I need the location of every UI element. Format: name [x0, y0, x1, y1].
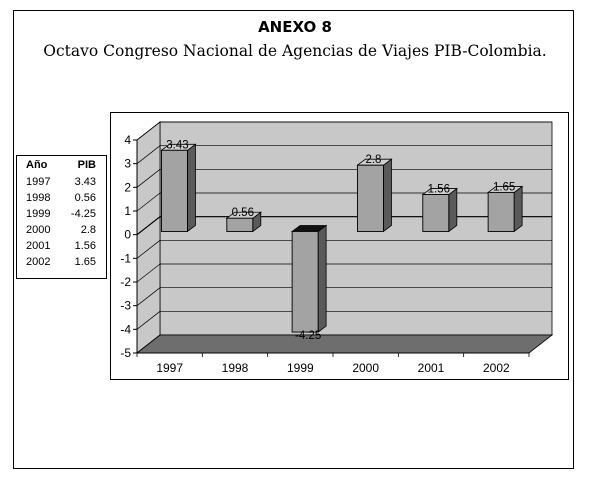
y-tick-label: -3 [120, 299, 131, 313]
bar-side [383, 158, 392, 233]
gridline-side [136, 192, 161, 212]
zero-line-side [136, 216, 161, 236]
bar-side [317, 224, 327, 333]
y-tick-label: 2 [124, 180, 131, 194]
table-cell-pib: 1.56 [74, 240, 96, 252]
table-cell-pib: 3.43 [74, 176, 96, 188]
bar [291, 231, 319, 333]
bar [422, 194, 450, 232]
x-tick-label: 1998 [222, 361, 249, 375]
x-tick-label: 2002 [483, 361, 510, 375]
bar-side [187, 143, 196, 233]
data-label: 3.43 [166, 139, 188, 151]
side-wall [136, 121, 161, 354]
table-cell-year: 1997 [26, 176, 51, 188]
table-cell-year: 2002 [26, 256, 51, 268]
gridline-side [136, 169, 161, 188]
x-tick-label: 2000 [352, 361, 379, 375]
table-cell-year: 1998 [26, 192, 51, 204]
chart-floor [135, 334, 554, 354]
data-label: 2.8 [365, 154, 381, 166]
bar [487, 191, 515, 232]
table-cell-year: 2000 [26, 224, 51, 236]
x-tick-label: 2001 [418, 361, 445, 375]
y-tick-label: 0 [124, 228, 131, 242]
table-row: 2002 1.65 [17, 256, 106, 271]
x-tick-label: 1997 [156, 361, 183, 375]
gridline-side [136, 145, 161, 164]
table-cell-pib: -4.25 [70, 208, 96, 220]
page-title: ANEXO 8 [258, 18, 332, 36]
bar [357, 164, 384, 232]
y-tick-label: -5 [120, 346, 131, 360]
gridline-side [136, 311, 161, 330]
bar-side [448, 187, 458, 233]
table-row: 1999 -4.25 [17, 208, 106, 223]
data-label: -4.25 [295, 330, 321, 342]
bar [226, 217, 254, 232]
data-label: 1.65 [493, 181, 515, 193]
table-row: 2001 1.56 [17, 240, 106, 255]
page-subtitle: Octavo Congreso Nacional de Agencias de … [43, 42, 547, 60]
table-header-year: Año [26, 159, 48, 171]
gridline-side [136, 121, 161, 141]
table-cell-year: 2001 [26, 240, 51, 252]
table-header-pib: PIB [77, 159, 96, 171]
gridline-side [136, 263, 161, 283]
y-tick-label: -1 [120, 251, 131, 265]
data-label: 1.56 [428, 184, 450, 196]
gridline-side [136, 240, 161, 259]
table-row: 1997 3.43 [17, 176, 106, 191]
table-cell-pib: 1.65 [74, 256, 96, 268]
x-tick-label: 1999 [287, 361, 314, 375]
y-tick-label: 1 [124, 204, 131, 218]
table-header-row: Año PIB [17, 159, 106, 174]
table-cell-pib: 2.8 [80, 224, 96, 236]
table-row: 1998 0.56 [17, 192, 106, 207]
table-cell-year: 1999 [26, 208, 51, 220]
y-tick-label: -4 [120, 322, 131, 336]
table-row: 2000 2.8 [17, 224, 106, 239]
bar [161, 149, 188, 232]
y-tick-label: 3 [124, 157, 131, 171]
table-cell-pib: 0.56 [74, 192, 96, 204]
data-table: Año PIB 1997 3.43 1998 0.56 1999 -4.25 2… [16, 155, 107, 279]
y-tick-label: -2 [120, 275, 131, 289]
gridline-side [136, 287, 161, 306]
data-label: 0.56 [232, 207, 254, 219]
y-tick-label: 4 [124, 133, 131, 147]
